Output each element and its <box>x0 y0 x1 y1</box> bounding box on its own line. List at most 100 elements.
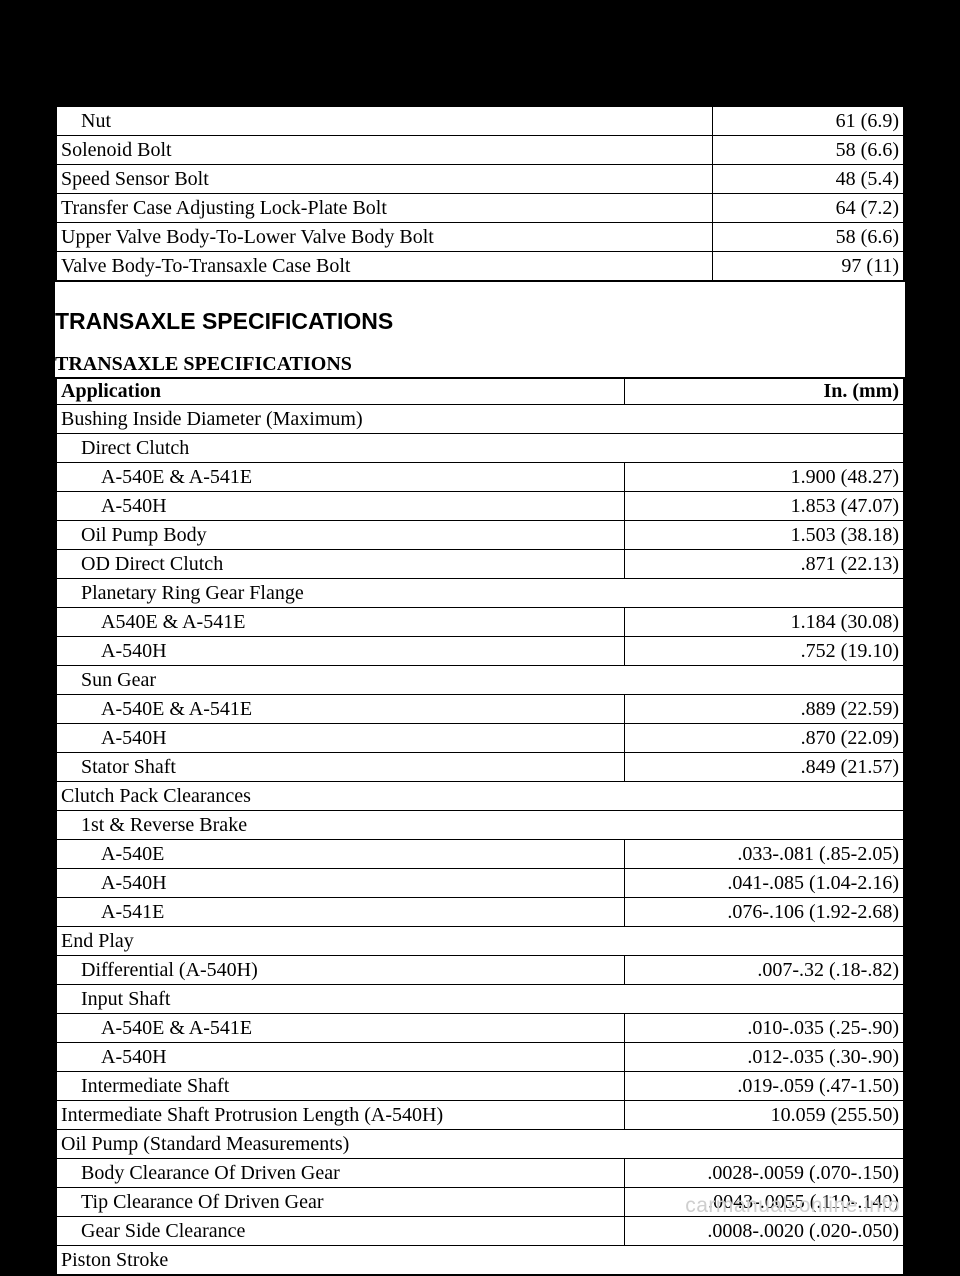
table-row: Input Shaft <box>56 985 904 1014</box>
spec-label: A-540E <box>56 840 625 869</box>
table-row: A540E & A-541E1.184 (30.08) <box>56 608 904 637</box>
table-row: A-540H.752 (19.10) <box>56 637 904 666</box>
spec-label: Intermediate Shaft <box>56 1072 625 1101</box>
header-application: Application <box>56 378 625 405</box>
table-row: Nut61 (6.9) <box>56 107 904 136</box>
table-row: Piston Stroke <box>56 1246 904 1276</box>
spec-value: .033-.081 (.85-2.05) <box>625 840 904 869</box>
spec-table-header-row: Application In. (mm) <box>56 378 904 405</box>
table-row: Transfer Case Adjusting Lock-Plate Bolt6… <box>56 194 904 223</box>
spec-label: A-540E & A-541E <box>56 463 625 492</box>
spec-value: 1.900 (48.27) <box>625 463 904 492</box>
spec-label: OD Direct Clutch <box>56 550 625 579</box>
table-row: A-540H.870 (22.09) <box>56 724 904 753</box>
spec-value: .010-.035 (.25-.90) <box>625 1014 904 1043</box>
spec-label: 1st & Reverse Brake <box>56 811 904 840</box>
table-row: Stator Shaft.849 (21.57) <box>56 753 904 782</box>
spec-label: End Play <box>56 927 904 956</box>
table-row: Upper Valve Body-To-Lower Valve Body Bol… <box>56 223 904 252</box>
table-row: A-540E & A-541E1.900 (48.27) <box>56 463 904 492</box>
spec-label: A-540H <box>56 1043 625 1072</box>
table-row: Gear Side Clearance.0008-.0020 (.020-.05… <box>56 1217 904 1246</box>
spec-value: .0008-.0020 (.020-.050) <box>625 1217 904 1246</box>
table-row: A-540H.041-.085 (1.04-2.16) <box>56 869 904 898</box>
table-row: Direct Clutch <box>56 434 904 463</box>
table-row: Oil Pump (Standard Measurements) <box>56 1130 904 1159</box>
spec-label: Speed Sensor Bolt <box>56 165 712 194</box>
spec-label: Upper Valve Body-To-Lower Valve Body Bol… <box>56 223 712 252</box>
spec-label: Transfer Case Adjusting Lock-Plate Bolt <box>56 194 712 223</box>
spec-label: Sun Gear <box>56 666 904 695</box>
table-row: Speed Sensor Bolt48 (5.4) <box>56 165 904 194</box>
spec-label: Body Clearance Of Driven Gear <box>56 1159 625 1188</box>
spec-label: Oil Pump (Standard Measurements) <box>56 1130 904 1159</box>
spec-label: A-540H <box>56 492 625 521</box>
spec-label: Stator Shaft <box>56 753 625 782</box>
table-row: Intermediate Shaft Protrusion Length (A-… <box>56 1101 904 1130</box>
table-row: A-540E & A-541E.889 (22.59) <box>56 695 904 724</box>
table-row: Differential (A-540H).007-.32 (.18-.82) <box>56 956 904 985</box>
spec-label: Differential (A-540H) <box>56 956 625 985</box>
spec-value: 97 (11) <box>712 252 904 282</box>
spec-label: A-541E <box>56 898 625 927</box>
table-row: Valve Body-To-Transaxle Case Bolt97 (11) <box>56 252 904 282</box>
table-row: Oil Pump Body1.503 (38.18) <box>56 521 904 550</box>
spec-value: .076-.106 (1.92-2.68) <box>625 898 904 927</box>
spec-value: .889 (22.59) <box>625 695 904 724</box>
spec-value: 1.853 (47.07) <box>625 492 904 521</box>
spec-label: Gear Side Clearance <box>56 1217 625 1246</box>
spec-label: Intermediate Shaft Protrusion Length (A-… <box>56 1101 625 1130</box>
table-row: A-540H1.853 (47.07) <box>56 492 904 521</box>
spec-label: A-540E & A-541E <box>56 1014 625 1043</box>
spec-value: 58 (6.6) <box>712 223 904 252</box>
table-row: 1st & Reverse Brake <box>56 811 904 840</box>
spec-value: .871 (22.13) <box>625 550 904 579</box>
spec-value: .752 (19.10) <box>625 637 904 666</box>
spec-value: .012-.035 (.30-.90) <box>625 1043 904 1072</box>
spec-value: .870 (22.09) <box>625 724 904 753</box>
torque-table: Nut61 (6.9)Solenoid Bolt58 (6.6)Speed Se… <box>55 106 905 282</box>
spec-value: .0028-.0059 (.070-.150) <box>625 1159 904 1188</box>
spec-label: Input Shaft <box>56 985 904 1014</box>
spec-label: Planetary Ring Gear Flange <box>56 579 904 608</box>
table-row: Planetary Ring Gear Flange <box>56 579 904 608</box>
spec-label: A540E & A-541E <box>56 608 625 637</box>
spec-table-title: TRANSAXLE SPECIFICATIONS <box>55 353 905 376</box>
table-row: Intermediate Shaft.019-.059 (.47-1.50) <box>56 1072 904 1101</box>
spec-value: 10.059 (255.50) <box>625 1101 904 1130</box>
spec-value: .007-.32 (.18-.82) <box>625 956 904 985</box>
spec-value: 61 (6.9) <box>712 107 904 136</box>
watermark: carmanualsonline.info <box>685 1194 900 1218</box>
spec-value: 1.184 (30.08) <box>625 608 904 637</box>
spec-value: .849 (21.57) <box>625 753 904 782</box>
spec-label: Clutch Pack Clearances <box>56 782 904 811</box>
section-heading: TRANSAXLE SPECIFICATIONS <box>55 308 905 335</box>
spec-label: A-540H <box>56 637 625 666</box>
spec-label: Nut <box>56 107 712 136</box>
spec-value: 1.503 (38.18) <box>625 521 904 550</box>
table-row: A-541E.076-.106 (1.92-2.68) <box>56 898 904 927</box>
table-row: A-540H.012-.035 (.30-.90) <box>56 1043 904 1072</box>
spec-value: 58 (6.6) <box>712 136 904 165</box>
spec-label: Solenoid Bolt <box>56 136 712 165</box>
spec-value: .019-.059 (.47-1.50) <box>625 1072 904 1101</box>
spec-label: Tip Clearance Of Driven Gear <box>56 1188 625 1217</box>
spec-label: Piston Stroke <box>56 1246 904 1276</box>
spec-label: A-540H <box>56 869 625 898</box>
header-value: In. (mm) <box>625 378 904 405</box>
table-row: Solenoid Bolt58 (6.6) <box>56 136 904 165</box>
table-row: End Play <box>56 927 904 956</box>
spec-label: Valve Body-To-Transaxle Case Bolt <box>56 252 712 282</box>
spec-label: A-540H <box>56 724 625 753</box>
spec-value: 64 (7.2) <box>712 194 904 223</box>
content-area: Nut61 (6.9)Solenoid Bolt58 (6.6)Speed Se… <box>55 106 905 1276</box>
table-row: A-540E & A-541E.010-.035 (.25-.90) <box>56 1014 904 1043</box>
spec-value: .041-.085 (1.04-2.16) <box>625 869 904 898</box>
spec-label: Bushing Inside Diameter (Maximum) <box>56 405 904 434</box>
table-row: Bushing Inside Diameter (Maximum) <box>56 405 904 434</box>
spec-value: 48 (5.4) <box>712 165 904 194</box>
spec-label: A-540E & A-541E <box>56 695 625 724</box>
table-row: A-540E.033-.081 (.85-2.05) <box>56 840 904 869</box>
table-row: Clutch Pack Clearances <box>56 782 904 811</box>
table-row: Body Clearance Of Driven Gear.0028-.0059… <box>56 1159 904 1188</box>
